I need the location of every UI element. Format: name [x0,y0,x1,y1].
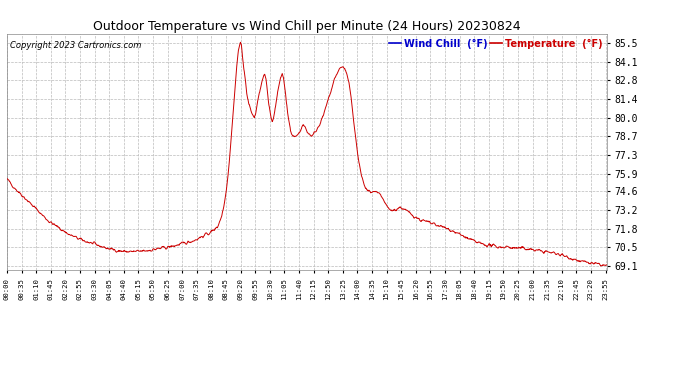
Text: Copyright 2023 Cartronics.com: Copyright 2023 Cartronics.com [10,41,141,50]
Title: Outdoor Temperature vs Wind Chill per Minute (24 Hours) 20230824: Outdoor Temperature vs Wind Chill per Mi… [93,20,521,33]
Legend: Wind Chill  (°F), Temperature  (°F): Wind Chill (°F), Temperature (°F) [385,35,607,52]
